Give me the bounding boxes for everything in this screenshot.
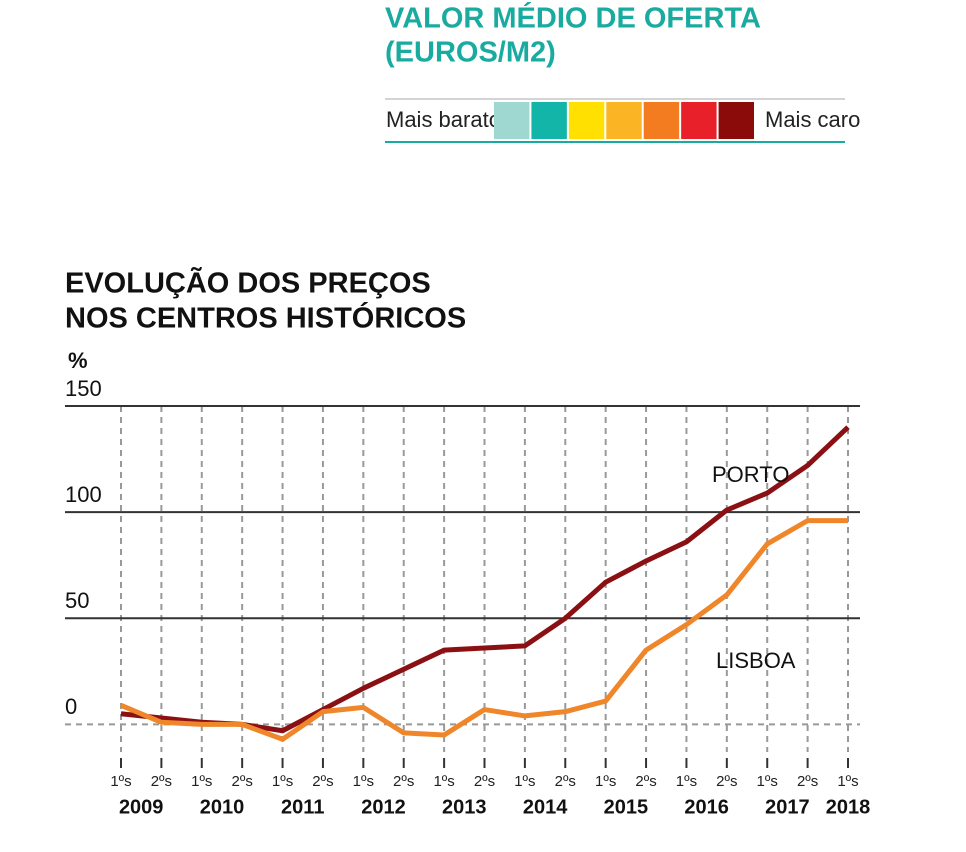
legend-high: Mais caro	[765, 107, 860, 132]
legend-title: (EUROS/M2)	[385, 37, 556, 69]
x-tick-label: 1ºs	[191, 773, 212, 790]
year-label: 2016	[684, 796, 729, 818]
legend-swatch	[494, 102, 530, 139]
x-tick-label: 2ºs	[393, 773, 414, 790]
year-label: 2015	[604, 796, 649, 818]
x-tick-label: 1ºs	[514, 773, 535, 790]
y-tick-label: 50	[65, 588, 89, 613]
year-label: 2009	[119, 796, 164, 818]
x-tick-label: 2ºs	[232, 773, 253, 790]
x-tick-label: 1ºs	[837, 773, 858, 790]
x-tick-label: 2ºs	[312, 773, 333, 790]
year-label: 2013	[442, 796, 487, 818]
legend-swatch	[606, 102, 642, 139]
x-tick-label: 2ºs	[474, 773, 495, 790]
series-label: PORTO	[712, 462, 789, 487]
x-tick-label: 2ºs	[635, 773, 656, 790]
legend-title: VALOR MÉDIO DE OFERTA	[385, 1, 761, 35]
legend-swatch	[531, 102, 567, 139]
y-axis-label: %	[68, 348, 88, 373]
legend-swatch	[568, 102, 605, 139]
series-line	[120, 518, 848, 742]
legend-swatch	[643, 102, 680, 139]
year-label: 2018	[826, 796, 871, 818]
series-label: LISBOA	[716, 648, 796, 673]
year-label: 2011	[281, 796, 324, 818]
year-label: 2012	[361, 796, 406, 818]
x-tick-label: 1ºs	[433, 773, 454, 790]
legend-swatch	[681, 102, 717, 139]
x-tick-label: 1ºs	[676, 773, 697, 790]
x-tick-label: 2ºs	[797, 773, 818, 790]
x-tick-label: 1ºs	[110, 773, 131, 790]
year-label: 2010	[200, 796, 245, 818]
y-tick-label: 100	[65, 482, 102, 507]
y-tick-label: 0	[65, 694, 77, 719]
x-tick-label: 1ºs	[757, 773, 778, 790]
x-tick-label: 1ºs	[272, 773, 293, 790]
legend-low: Mais barato	[386, 107, 501, 132]
year-label: 2014	[523, 796, 568, 818]
x-tick-label: 2ºs	[555, 773, 576, 790]
chart-title: NOS CENTROS HISTÓRICOS	[65, 301, 466, 335]
chart-title: EVOLUÇÃO DOS PREÇOS	[65, 266, 431, 300]
x-tick-label: 2ºs	[716, 773, 737, 790]
legend-swatch	[718, 102, 754, 139]
x-tick-label: 1ºs	[595, 773, 616, 790]
y-tick-label: 150	[65, 376, 102, 401]
x-tick-label: 1ºs	[353, 773, 374, 790]
year-label: 2017	[765, 796, 810, 818]
x-tick-label: 2ºs	[151, 773, 172, 790]
